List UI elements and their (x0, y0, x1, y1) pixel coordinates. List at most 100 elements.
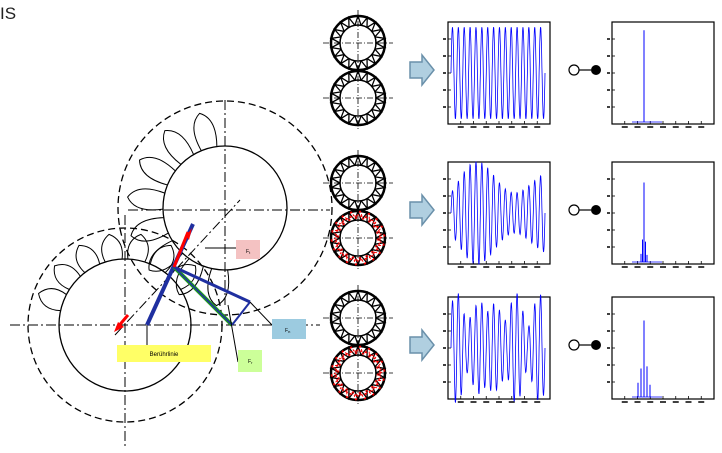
gear-tooth (329, 176, 342, 184)
contact-line-label-box (117, 345, 211, 362)
time-signal-trace (450, 161, 546, 265)
gear-tooth (329, 372, 342, 380)
gear-tooth (332, 48, 345, 58)
transform-symbol (568, 64, 601, 76)
gear-tooth (366, 295, 377, 307)
spectrum-plot (607, 161, 715, 268)
gear-tooth (366, 160, 377, 172)
gear-tooth (332, 323, 345, 333)
gear-tooth (374, 317, 387, 325)
gear-tooth (329, 231, 342, 239)
contact-line-label: Berührlinie (150, 352, 179, 358)
gear-tooth (360, 198, 368, 211)
gear-tooth (339, 54, 350, 66)
gear-tooth (371, 243, 384, 253)
gear-tooth (366, 215, 377, 227)
gear-tooth (53, 263, 81, 290)
damaged-tooth-overlay (328, 208, 388, 268)
force-label-normal: Fr (248, 359, 253, 365)
gear-tooth (374, 231, 387, 239)
case-3 (323, 285, 715, 406)
gear-tooth (366, 329, 377, 341)
gear-tooth (332, 243, 345, 253)
gear-tooth (366, 350, 377, 362)
gear-tooth (329, 366, 342, 374)
gear-tooth (332, 378, 345, 388)
gear-tooth (348, 113, 356, 126)
small-gear-teeth (329, 68, 387, 128)
gear-tooth (348, 155, 356, 168)
gear-tooth (360, 70, 368, 83)
gear-tooth (371, 378, 384, 388)
gear-tooth (339, 109, 350, 121)
gear-tooth (366, 75, 377, 87)
gear-tooth (374, 176, 387, 184)
force-arrowhead-tangential (186, 228, 192, 240)
gear-tooth (339, 215, 350, 227)
gear-tooth (339, 329, 350, 341)
gear-tooth (329, 311, 342, 319)
gear-tooth (329, 317, 342, 325)
gear-tooth (339, 194, 350, 206)
upper-gear-tip-circle (117, 100, 333, 316)
leader-lines (146, 247, 273, 363)
gear-tooth (360, 388, 368, 401)
gear-tooth (127, 233, 149, 263)
gear-tooth (360, 58, 368, 71)
gear-tooth (371, 28, 384, 38)
case-1 (323, 10, 715, 131)
gear-tooth (371, 168, 384, 178)
small-gear-teeth (329, 208, 387, 268)
gear-tooth (332, 223, 345, 233)
gear-tooth (374, 36, 387, 44)
gear-tooth (371, 358, 384, 368)
gear-tooth (348, 198, 356, 211)
gear-tooth (374, 182, 387, 190)
gear-tooth (329, 97, 342, 105)
process-arrow (409, 327, 435, 363)
gear-tooth (37, 288, 67, 312)
gear-tooth (348, 58, 356, 71)
gear-tooth (127, 188, 165, 211)
gear-tooth (193, 112, 218, 151)
gear-tooth (374, 311, 387, 319)
force-label-tangential: Ft (246, 249, 251, 255)
gear-tooth (348, 388, 356, 401)
gear-tooth (339, 20, 350, 32)
process-arrow (409, 52, 435, 88)
gear-tooth (149, 244, 175, 273)
upper-gear-teeth (127, 112, 230, 307)
gear-tooth (360, 333, 368, 346)
gear-tooth (339, 350, 350, 362)
gear-tooth (75, 244, 101, 273)
gear-tooth (348, 253, 356, 266)
gear-tooth (329, 91, 342, 99)
small-gear-teeth (329, 153, 387, 213)
gear-tooth (366, 194, 377, 206)
gear-tooth (332, 188, 345, 198)
gear-tooth (332, 103, 345, 113)
gear-tooth (360, 345, 368, 358)
gear-tooth (366, 20, 377, 32)
gear-tooth (366, 384, 377, 396)
case-2 (323, 150, 715, 271)
time-signal-plot (443, 21, 551, 128)
upper-gear-root-circle (162, 145, 288, 271)
transform-symbol (568, 339, 601, 351)
gear-tooth (329, 237, 342, 245)
time-signal-plot (443, 161, 551, 268)
force-label-radial-box (272, 319, 306, 339)
spectrum-plot (607, 21, 715, 128)
gear-tooth (162, 130, 195, 165)
gear-tooth (360, 253, 368, 266)
vibration-cases (323, 10, 715, 406)
force-vector-normal (173, 265, 251, 304)
gear-tooth (366, 249, 377, 261)
gear-tooth (371, 223, 384, 233)
force-label-tangential-box (236, 240, 260, 259)
gear-tooth (374, 237, 387, 245)
gear-tooth (329, 36, 342, 44)
gear-tooth (360, 290, 368, 303)
gear-tooth (332, 358, 345, 368)
gear-tooth (360, 210, 368, 223)
